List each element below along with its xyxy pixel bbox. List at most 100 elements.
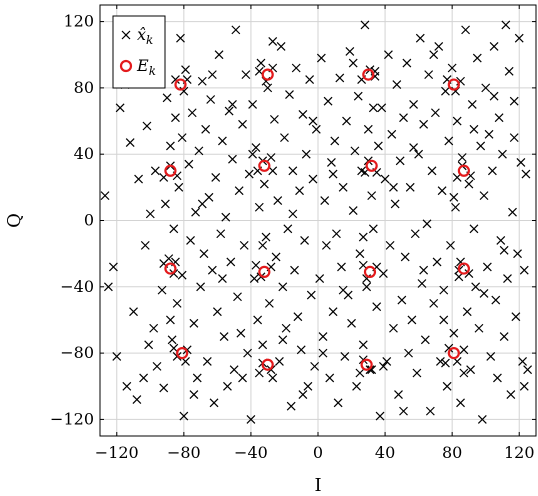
data-point-xhat [243,348,252,358]
data-point-xhat [216,229,226,239]
data-point-xhat [181,65,190,75]
data-point-xhat [321,240,331,250]
data-point-xhat [342,116,351,126]
data-point-xhat [212,307,222,317]
data-point-xhat [315,274,325,283]
y-tick-label: 80 [74,78,94,97]
grid [100,5,536,436]
x-tick-label: −40 [234,443,268,462]
data-point-xhat [332,229,341,239]
data-point-xhat [238,119,247,129]
data-point-xhat [409,100,419,109]
data-point-xhat [337,262,346,272]
constellation-point-e [164,164,177,177]
data-point-xhat [305,75,315,85]
data-point-xhat [206,95,216,104]
data-point-xhat [108,262,118,272]
data-point-xhat [234,186,244,196]
x-tick-label: 80 [442,443,462,462]
data-point-xhat [437,186,447,196]
data-point-xhat [368,103,378,113]
data-point-xhat [268,373,278,383]
data-point-xhat [186,235,195,245]
data-point-xhat [441,86,450,96]
data-point-xhat [355,249,365,259]
data-point-xhat [246,414,256,424]
data-point-xhat [422,219,432,229]
data-point-xhat [409,143,419,152]
data-point-xhat [387,129,397,139]
data-point-xhat [499,332,509,341]
y-tick-label: 120 [63,12,94,31]
data-point-xhat [276,42,286,51]
data-point-xhat [157,285,167,295]
legend-label: x̂k [137,25,153,47]
constellation-point-e [457,262,470,275]
data-point-xhat [197,76,207,86]
data-point-xhat [509,96,519,106]
constellation-point-e [447,347,460,360]
legend-box [112,15,166,89]
data-point-xhat [340,352,350,361]
data-point-xhat [323,96,333,106]
data-point-xhat [420,335,430,345]
data-point-xhat [447,63,457,73]
x-tick-label: 120 [504,443,535,462]
data-point-xhat [479,289,489,298]
data-point-xhat [169,343,179,353]
y-tick-label: −120 [50,409,94,428]
constellation-point-e [261,358,274,371]
data-point-xhat [514,33,524,43]
data-point-xhat [397,295,407,305]
data-point-xhat [491,295,501,305]
x-tick-label: 40 [375,443,395,462]
data-point-xhat [516,158,526,167]
legend-marker-e [119,59,133,73]
data-point-xhat [377,103,387,113]
data-point-xhat [487,166,497,176]
data-point-xhat [499,245,509,255]
data-point-xhat [256,58,266,68]
data-point-xhat [166,141,175,151]
data-point-xhat [125,138,135,148]
data-point-xhat [399,406,408,416]
data-point-xhat [298,390,308,399]
data-point-xhat [378,269,388,278]
y-tick-label: 40 [74,144,94,163]
data-point-xhat [449,328,459,338]
data-point-xhat [466,365,476,375]
data-point-xhat [519,265,529,275]
x-axis-label: I [314,475,321,496]
data-point-xhat [469,224,479,234]
data-point-xhat [199,249,209,259]
data-point-xhat [439,315,449,325]
data-point-xhat [308,174,318,184]
data-point-xhat [258,340,268,350]
data-point-xhat [233,292,242,302]
data-point-xhat [207,265,217,275]
constellation-point-e [362,68,375,81]
data-point-xhat [217,274,227,283]
data-point-xhat [444,343,454,353]
data-point-xhat [290,265,299,275]
data-point-xhat [145,209,155,219]
data-point-xhat [456,398,465,408]
data-point-xhat [229,365,239,375]
data-point-xhat [335,73,345,83]
data-point-xhat [211,172,221,182]
data-point-xhat [368,224,378,234]
legend-label: Ek [136,56,156,78]
data-point-xhat [236,328,246,338]
data-point-xhat [184,159,194,169]
data-point-xhat [238,373,247,383]
data-point-xhat [451,202,460,212]
data-point-xhat [394,390,403,399]
data-point-xhat [263,83,273,93]
data-point-xhat [395,156,405,166]
data-point-xhat [372,302,382,312]
data-point-xhat [306,290,316,300]
data-point-xhat [209,398,219,408]
y-tick-label: −80 [60,343,94,362]
data-point-xhat [177,133,187,143]
